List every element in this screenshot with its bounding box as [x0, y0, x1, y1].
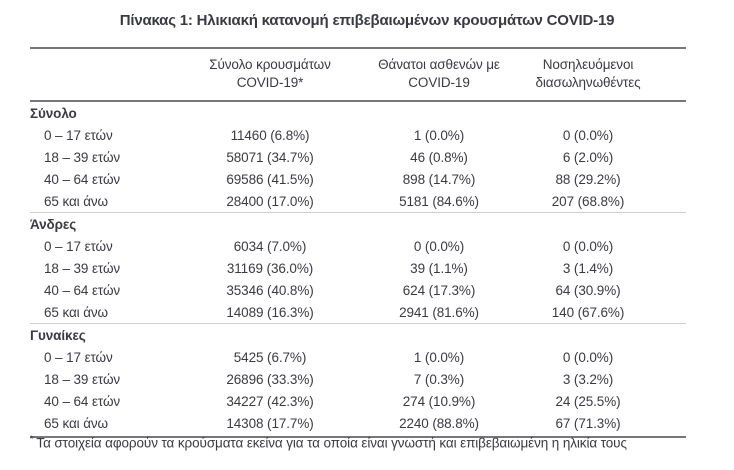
age-label: 65 και άνω — [44, 304, 109, 320]
age-label: 40 – 64 ετών — [44, 393, 121, 409]
age-label: 0 – 17 ετών — [44, 127, 113, 143]
footnote-marker: * — [30, 434, 34, 444]
cases-value: 34227 (42.3%) — [226, 393, 314, 409]
age-label: 18 – 39 ετών — [44, 260, 121, 276]
cases-value: 69586 (41.5%) — [226, 171, 314, 187]
age-label: 40 – 64 ετών — [44, 282, 121, 298]
table-row: 0 – 17 ετών 6034 (7.0%) 0 (0.0%) 0 (0.0%… — [30, 235, 686, 257]
deaths-value: 624 (17.3%) — [402, 282, 476, 298]
age-label: 65 και άνω — [44, 193, 109, 209]
table-row: 18 – 39 ετών 26896 (33.3%) 7 (0.3%) 3 (3… — [30, 368, 686, 390]
age-label: 18 – 39 ετών — [44, 371, 121, 387]
table-row: 40 – 64 ετών 69586 (41.5%) 898 (14.7%) 8… — [30, 168, 686, 190]
section-row-men: Άνδρες — [30, 213, 686, 235]
age-label: 65 και άνω — [44, 415, 109, 431]
intubated-value: 24 (25.5%) — [555, 393, 621, 409]
intubated-value: 3 (1.4%) — [562, 260, 614, 276]
table-body: Σύνολο 0 – 17 ετών 11460 (6.8%) 1 (0.0%)… — [30, 102, 686, 438]
table-row: 18 – 39 ετών 31169 (36.0%) 39 (1.1%) 3 (… — [30, 257, 686, 279]
intubated-value: 0 (0.0%) — [562, 238, 614, 254]
intubated-value: 64 (30.9%) — [555, 282, 621, 298]
age-label: 40 – 64 ετών — [44, 171, 121, 187]
table-row: 65 και άνω 14308 (17.7%) 2240 (88.8%) 67… — [30, 412, 686, 434]
cases-value: 14308 (17.7%) — [226, 415, 314, 431]
footnote-text: Τα στοιχεία αφορούν τα κρούσματα εκείνα … — [36, 435, 627, 451]
intubated-value: 3 (3.2%) — [562, 371, 614, 387]
section-row-women: Γυναίκες — [30, 324, 686, 346]
deaths-value: 5181 (84.6%) — [399, 193, 479, 209]
table-header-row: Σύνολο κρουσμάτων COVID-19* Θάνατοι ασθε… — [30, 49, 686, 102]
deaths-value: 7 (0.3%) — [413, 371, 465, 387]
intubated-value: 6 (2.0%) — [562, 149, 614, 165]
age-label: 0 – 17 ετών — [44, 349, 113, 365]
covid-age-table: Σύνολο κρουσμάτων COVID-19* Θάνατοι ασθε… — [30, 47, 686, 438]
section-label: Σύνολο — [30, 105, 77, 121]
age-label: 18 – 39 ετών — [44, 149, 121, 165]
deaths-value: 0 (0.0%) — [413, 238, 465, 254]
column-header-empty — [30, 56, 180, 92]
section-divider — [30, 212, 686, 213]
table-row: 65 και άνω 28400 (17.0%) 5181 (84.6%) 20… — [30, 190, 686, 212]
cases-value: 6034 (7.0%) — [233, 238, 307, 254]
column-header-line: Νοσηλευόμενοι — [542, 57, 634, 72]
intubated-value: 207 (68.8%) — [551, 193, 625, 209]
deaths-value: 898 (14.7%) — [402, 171, 476, 187]
intubated-value: 67 (71.3%) — [555, 415, 621, 431]
column-header-intubated: Νοσηλευόμενοι διασωληνωθέντες — [518, 56, 658, 92]
age-label: 0 – 17 ετών — [44, 238, 113, 254]
section-label: Γυναίκες — [30, 327, 86, 343]
column-header-line: COVID-19 — [408, 75, 470, 90]
table-row: 40 – 64 ετών 34227 (42.3%) 274 (10.9%) 2… — [30, 390, 686, 412]
section-row-total: Σύνολο — [30, 102, 686, 124]
table-title: Πίνακας 1: Ηλικιακή κατανομή επιβεβαιωμέ… — [119, 12, 615, 29]
cases-value: 28400 (17.0%) — [226, 193, 314, 209]
cases-value: 5425 (6.7%) — [233, 349, 307, 365]
column-header-deaths: Θάνατοι ασθενών με COVID-19 — [360, 56, 518, 92]
deaths-value: 274 (10.9%) — [402, 393, 476, 409]
table-row: 40 – 64 ετών 35346 (40.8%) 624 (17.3%) 6… — [30, 279, 686, 301]
column-header-line: Θάνατοι ασθενών με — [378, 57, 500, 72]
cases-value: 58071 (34.7%) — [226, 149, 314, 165]
deaths-value: 2240 (88.8%) — [399, 415, 479, 431]
deaths-value: 39 (1.1%) — [410, 260, 468, 276]
deaths-value: 2941 (81.6%) — [399, 304, 479, 320]
section-divider — [30, 323, 686, 324]
deaths-value: 46 (0.8%) — [410, 149, 468, 165]
cases-value: 35346 (40.8%) — [226, 282, 314, 298]
cases-value: 14089 (16.3%) — [226, 304, 314, 320]
table-row: 0 – 17 ετών 11460 (6.8%) 1 (0.0%) 0 (0.0… — [30, 124, 686, 146]
deaths-value: 1 (0.0%) — [413, 349, 465, 365]
intubated-value: 0 (0.0%) — [562, 127, 614, 143]
intubated-value: 140 (67.6%) — [551, 304, 625, 320]
intubated-value: 0 (0.0%) — [562, 349, 614, 365]
column-header-line: Σύνολο κρουσμάτων — [209, 57, 331, 72]
table-row: 65 και άνω 14089 (16.3%) 2941 (81.6%) 14… — [30, 301, 686, 323]
cases-value: 31169 (36.0%) — [226, 260, 314, 276]
cases-value: 26896 (33.3%) — [226, 371, 314, 387]
intubated-value: 88 (29.2%) — [555, 171, 621, 187]
table-row: 0 – 17 ετών 5425 (6.7%) 1 (0.0%) 0 (0.0%… — [30, 346, 686, 368]
column-header-total-cases: Σύνολο κρουσμάτων COVID-19* — [180, 56, 360, 92]
deaths-value: 1 (0.0%) — [413, 127, 465, 143]
column-header-line: διασωληνωθέντες — [535, 75, 641, 90]
section-label: Άνδρες — [30, 216, 77, 232]
footnote: * Τα στοιχεία αφορούν τα κρούσματα εκείνα… — [30, 434, 710, 451]
cases-value: 11460 (6.8%) — [230, 127, 310, 143]
column-header-line: COVID-19* — [236, 75, 304, 90]
table-row: 18 – 39 ετών 58071 (34.7%) 46 (0.8%) 6 (… — [30, 146, 686, 168]
